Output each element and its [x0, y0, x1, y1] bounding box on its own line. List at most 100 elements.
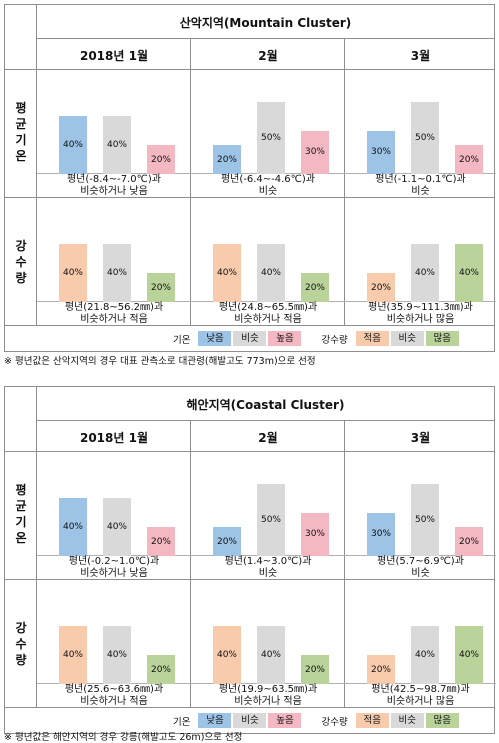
bar-similar: 40% — [103, 116, 131, 174]
bar-low: 30% — [367, 130, 395, 174]
row-label-char: 평 — [15, 101, 27, 115]
bar-similar: 40% — [103, 498, 131, 556]
month-caption: 평년(42.5~98.7㎜)과 비슷하거나 많음 — [345, 684, 496, 708]
bar-value-label: 50% — [260, 133, 281, 143]
bar-value-label: 40% — [106, 268, 127, 279]
month-caption: 평년(35.9~111.3㎜)과 비슷하거나 많음 — [345, 302, 496, 326]
bar-value-label: 20% — [150, 282, 171, 293]
column-divider — [344, 421, 345, 708]
legend-swatch-similar: 비슷 — [233, 331, 267, 346]
bar-high: 20% — [147, 527, 175, 556]
bar-value-label: 40% — [106, 522, 127, 533]
row-label-char: 온 — [15, 149, 27, 163]
bar-plot: 40% 40% 20% — [37, 586, 191, 684]
bar-low: 40% — [59, 498, 87, 556]
bar-value-label: 20% — [150, 154, 171, 165]
column-divider — [344, 39, 345, 326]
bar-similar: 50% — [257, 484, 285, 556]
caption-line: 평년(35.9~111.3㎜)과 — [368, 302, 473, 313]
month-caption: 평년(-6.4~-4.6℃)과 비슷 — [191, 174, 345, 198]
legend-swatch-similar: 비슷 — [390, 713, 424, 728]
bar-plot: 40% 40% 20% — [37, 76, 191, 174]
bar-similar: 50% — [411, 102, 439, 174]
bar-value-label: 40% — [414, 268, 435, 279]
legend-swatch-large: 많음 — [425, 331, 459, 346]
bar-value-label: 40% — [106, 140, 127, 151]
caption-line: 비슷하거나 많음 — [386, 696, 455, 707]
bar-high: 30% — [301, 130, 329, 174]
bar-value-label: 20% — [370, 282, 391, 293]
legend-swatch-similar: 비슷 — [390, 331, 424, 346]
month-caption: 평년(19.9~63.5㎜)과 비슷하거나 적음 — [191, 684, 345, 708]
month-header: 2월 — [258, 49, 278, 63]
bar-value-label: 20% — [458, 154, 479, 165]
bar-value-label: 30% — [304, 147, 325, 158]
cluster-title: 산악지역(Mountain Cluster) — [179, 16, 352, 30]
legend-temp-title: 기온 — [173, 334, 191, 346]
legend-row: 기온 낮음 비슷 높음 강수량 적음 비슷 많음 — [173, 713, 459, 728]
bar-value-label: 40% — [216, 268, 237, 279]
bar-similar: 40% — [103, 626, 131, 684]
caption-line: 평년(-8.4~-7.0℃)과 — [66, 174, 162, 185]
month-caption: 평년(-1.1~0.1℃)과 비슷 — [345, 174, 496, 198]
row-label-char: 강 — [15, 239, 27, 253]
caption-line: 평년(19.9~63.5㎜)과 — [218, 684, 318, 695]
caption-line: 비슷하거나 적음 — [234, 314, 302, 325]
caption-line: 비슷하거나 적음 — [80, 314, 148, 325]
footnote: ※ 평년값은 해안지역의 경우 강릉(해발고도 26m)으로 선정 — [4, 732, 243, 743]
bar-large: 40% — [455, 244, 483, 302]
bar-plot: 40% 40% 20% — [191, 204, 345, 302]
row-divider — [5, 325, 494, 326]
caption-line: 비슷 — [411, 568, 430, 579]
row-divider — [5, 579, 494, 580]
row-divider — [5, 451, 494, 452]
row-label-char: 기 — [15, 133, 27, 147]
bar-value-label: 40% — [62, 650, 83, 661]
row-label-char: 강 — [15, 621, 27, 635]
caption-line: 비슷하거나 많음 — [386, 314, 455, 325]
legend-swatch-low: 낮음 — [198, 331, 232, 346]
month-caption: 평년(21.8~56.2㎜)과 비슷하거나 적음 — [37, 302, 191, 326]
bar-plot: 20% 50% 30% — [191, 458, 345, 556]
row-label-char: 기 — [15, 515, 27, 529]
caption-line: 비슷하거나 적음 — [234, 696, 302, 707]
bar-value-label: 40% — [260, 650, 281, 661]
bar-value-label: 40% — [260, 268, 281, 279]
bar-value-label: 20% — [216, 536, 237, 547]
bar-value-label: 20% — [216, 154, 237, 165]
row-label-char: 균 — [15, 499, 27, 513]
bar-value-label: 40% — [458, 268, 479, 279]
bar-value-label: 40% — [414, 650, 435, 661]
legend-row: 기온 낮음 비슷 높음 강수량 적음 비슷 많음 — [173, 331, 459, 346]
caption-line: 비슷 — [258, 568, 278, 579]
caption-line: 평년(-1.1~0.1℃)과 — [375, 174, 466, 185]
bar-high: 20% — [147, 145, 175, 174]
bar-small: 20% — [367, 655, 395, 684]
caption-line: 평년(21.8~56.2㎜)과 — [64, 302, 164, 313]
cluster-table: 해안지역(Coastal Cluster) 2018년 1월 2월 3월 평 균 기 온 강 수 량… — [4, 386, 496, 734]
bar-value-label: 40% — [62, 140, 83, 151]
bar-value-label: 40% — [216, 650, 237, 661]
bar-value-label: 20% — [150, 664, 171, 675]
row-divider — [5, 69, 494, 70]
row-divider — [37, 420, 494, 421]
bar-plot: 20% 40% 40% — [345, 204, 496, 302]
row-label-char: 평 — [15, 483, 27, 497]
bar-large: 20% — [147, 273, 175, 302]
bar-similar: 40% — [257, 244, 285, 302]
legend-swatch-low: 낮음 — [198, 713, 232, 728]
bar-plot: 40% 40% 20% — [191, 586, 345, 684]
bar-similar: 40% — [257, 626, 285, 684]
bar-low: 30% — [367, 512, 395, 556]
bar-value-label: 20% — [150, 536, 171, 547]
cluster-title: 해안지역(Coastal Cluster) — [186, 398, 345, 412]
caption-line: 비슷하거나 낮음 — [80, 186, 148, 197]
month-caption: 평년(24.8~65.5㎜)과 비슷하거나 적음 — [191, 302, 345, 326]
legend-swatch-similar: 비슷 — [233, 713, 267, 728]
column-divider — [190, 421, 191, 708]
bar-value-label: 30% — [370, 147, 391, 158]
cluster-table: 산악지역(Mountain Cluster) 2018년 1월 2월 3월 평 균 기 온 강 수… — [4, 4, 496, 352]
bar-value-label: 40% — [62, 268, 83, 279]
legend-swatch-small: 적음 — [355, 331, 389, 346]
